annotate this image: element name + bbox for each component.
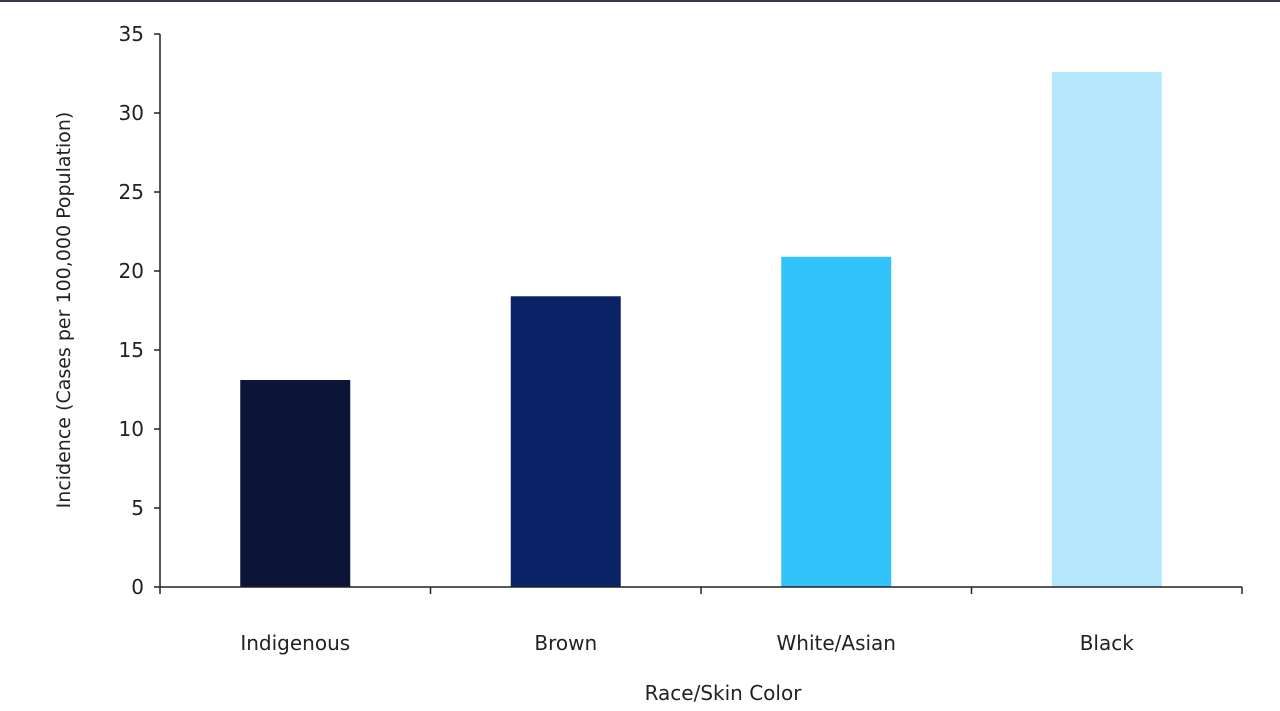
y-tick-label: 0 xyxy=(131,575,144,599)
bar-indigenous xyxy=(240,380,351,587)
bar-white-asian xyxy=(781,256,892,587)
y-tick-label: 10 xyxy=(119,417,144,441)
bar-brown xyxy=(510,296,621,587)
x-tick-label: Brown xyxy=(534,631,597,655)
y-tick-label: 20 xyxy=(119,259,144,283)
top-border xyxy=(0,0,1280,2)
x-tick-label: Black xyxy=(1080,631,1135,655)
x-tick-label: White/Asian xyxy=(777,631,896,655)
x-axis-label: Race/Skin Color xyxy=(645,681,803,705)
y-tick-label: 25 xyxy=(119,180,144,204)
y-tick-label: 15 xyxy=(119,338,144,362)
bar-black xyxy=(1051,71,1162,588)
y-axis-label: Incidence (Cases per 100,000 Population) xyxy=(53,112,75,509)
y-tick-label: 30 xyxy=(119,101,144,125)
x-tick-label: Indigenous xyxy=(240,631,350,655)
y-tick-label: 5 xyxy=(131,496,144,520)
y-tick-label: 35 xyxy=(119,22,144,46)
